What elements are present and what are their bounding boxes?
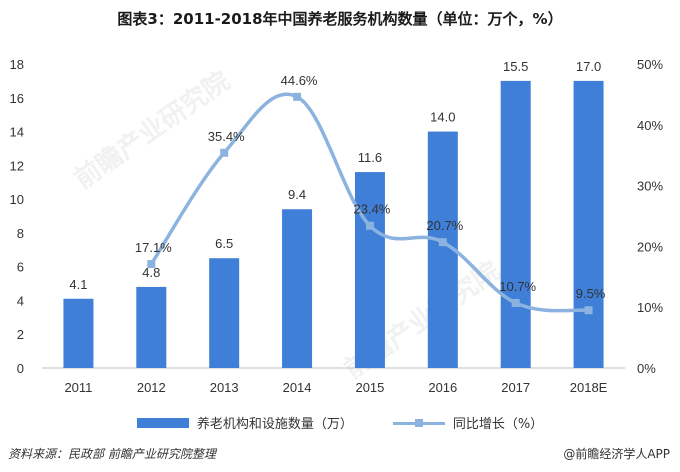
y-left-tick-label: 10 <box>10 192 24 207</box>
bar-data-label: 4.1 <box>69 277 87 292</box>
x-tick-label: 2013 <box>210 380 239 395</box>
growth-point <box>438 238 447 247</box>
brand-credit: @前瞻经济学人APP <box>563 447 670 461</box>
y-left-tick-label: 12 <box>10 158 24 173</box>
y-left-tick-label: 16 <box>10 91 24 106</box>
y-right-tick-label: 20% <box>637 239 663 254</box>
growth-point <box>511 298 520 307</box>
y-right-tick-label: 0% <box>637 361 656 376</box>
growth-data-label: 9.5% <box>576 286 606 301</box>
x-tick-label: 2018E <box>570 380 608 395</box>
bar <box>500 80 531 368</box>
y-left-tick-label: 4 <box>17 293 24 308</box>
bar <box>354 172 385 368</box>
source-note: 资料来源：民政部 前瞻产业研究院整理 <box>8 447 216 461</box>
y-left-tick-label: 14 <box>10 125 24 140</box>
chart: 0 2 4 6 8 10 12 14 16 18 0% 10% 20% 30% 40% 50% 2011 2012… <box>10 57 664 395</box>
bar-data-label: 4.8 <box>142 265 160 280</box>
growth-data-label: 44.6% <box>281 73 318 88</box>
x-tick-label: 2017 <box>501 380 530 395</box>
legend-label-line: 同比增长（%） <box>452 417 544 432</box>
growth-point <box>293 92 302 101</box>
growth-point <box>584 306 593 315</box>
y-right-tick-label: 10% <box>637 300 663 315</box>
x-tick-label: 2011 <box>64 380 92 395</box>
bar <box>209 258 240 368</box>
bar-data-label: 14.0 <box>430 110 455 125</box>
legend-label-bar: 养老机构和设施数量（万） <box>196 417 353 432</box>
y-right-tick-label: 50% <box>637 57 663 72</box>
y-left-tick-label: 18 <box>10 57 24 72</box>
legend: 养老机构和设施数量（万） 同比增长（%） <box>0 413 680 432</box>
growth-data-label: 35.4% <box>208 129 245 144</box>
y-left-tick-label: 8 <box>17 226 24 241</box>
legend-swatch-bar <box>136 417 189 428</box>
y-left-tick-label: 0 <box>17 361 24 376</box>
y-right-tick-label: 30% <box>637 179 663 194</box>
y-right-tick-label: 40% <box>637 118 663 133</box>
bar-data-label: 17.0 <box>576 59 601 74</box>
x-tick-label: 2016 <box>428 380 457 395</box>
bar <box>136 286 167 368</box>
growth-point <box>147 260 156 269</box>
bar-data-label: 15.5 <box>503 59 528 74</box>
bar <box>63 298 94 368</box>
growth-data-label: 17.1% <box>135 240 172 255</box>
growth-data-label: 10.7% <box>499 279 536 294</box>
growth-point <box>365 221 374 230</box>
x-tick-label: 2015 <box>355 380 384 395</box>
growth-data-label: 20.7% <box>426 218 463 233</box>
bar <box>573 80 604 368</box>
legend-item-line: 同比增长（%） <box>392 413 544 432</box>
chart-title: 图表3：2011-2018年中国养老服务机构数量（单位：万个，%） <box>117 10 563 28</box>
growth-data-label: 23.4% <box>354 202 391 217</box>
x-tick-label: 2014 <box>283 380 312 395</box>
x-tick-label: 2012 <box>137 380 166 395</box>
bar-data-label: 9.4 <box>288 187 306 202</box>
y-left-tick-label: 6 <box>17 260 24 275</box>
bar-data-label: 11.6 <box>358 150 382 165</box>
legend-swatch-line <box>392 417 445 429</box>
legend-item-bar: 养老机构和设施数量（万） <box>136 413 353 432</box>
growth-point <box>220 148 229 157</box>
y-left-tick-label: 2 <box>17 327 24 342</box>
bar-data-label: 6.5 <box>215 236 233 251</box>
bar <box>282 209 313 368</box>
